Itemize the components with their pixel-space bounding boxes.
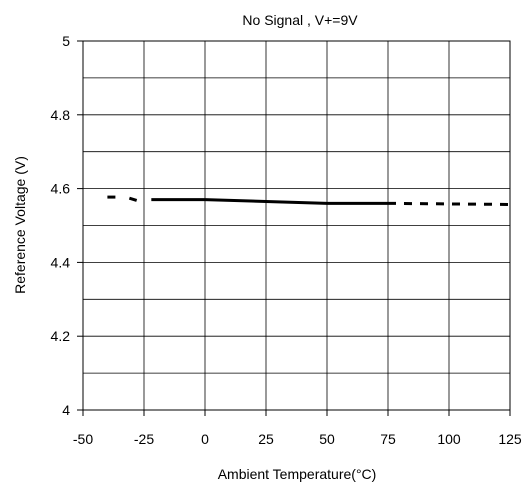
series — [107, 195, 511, 206]
x-tick-label: 100 — [437, 431, 461, 447]
series-line-4 — [387, 201, 511, 206]
y-tick-label: 4.6 — [51, 181, 71, 197]
y-tick-label: 4.4 — [51, 254, 71, 270]
y-axis-ticks: 4 4.2 4.4 4.6 4.8 5 — [51, 33, 83, 418]
x-tick-label: -25 — [134, 431, 154, 447]
chart-title: No Signal , V+=9V — [242, 12, 358, 28]
x-tick-label: 50 — [319, 431, 335, 447]
y-tick-label: 5 — [62, 33, 70, 49]
x-tick-label: 0 — [201, 431, 209, 447]
x-tick-label: 75 — [380, 431, 396, 447]
series-line-2 — [128, 196, 138, 202]
x-axis-ticks: -50 -25 0 25 50 75 100 125 — [73, 410, 522, 447]
x-axis-label: Ambient Temperature(°C) — [218, 466, 377, 482]
y-tick-label: 4.2 — [51, 328, 71, 344]
plot-frame — [82, 40, 511, 411]
y-tick-label: 4.8 — [51, 107, 71, 123]
x-tick-label: 125 — [498, 431, 522, 447]
series-line-3 — [151, 198, 388, 205]
y-axis-label: Reference Voltage (V) — [12, 156, 28, 294]
y-tick-label: 4 — [62, 402, 70, 418]
x-tick-label: 25 — [258, 431, 274, 447]
x-tick-label: -50 — [73, 431, 93, 447]
